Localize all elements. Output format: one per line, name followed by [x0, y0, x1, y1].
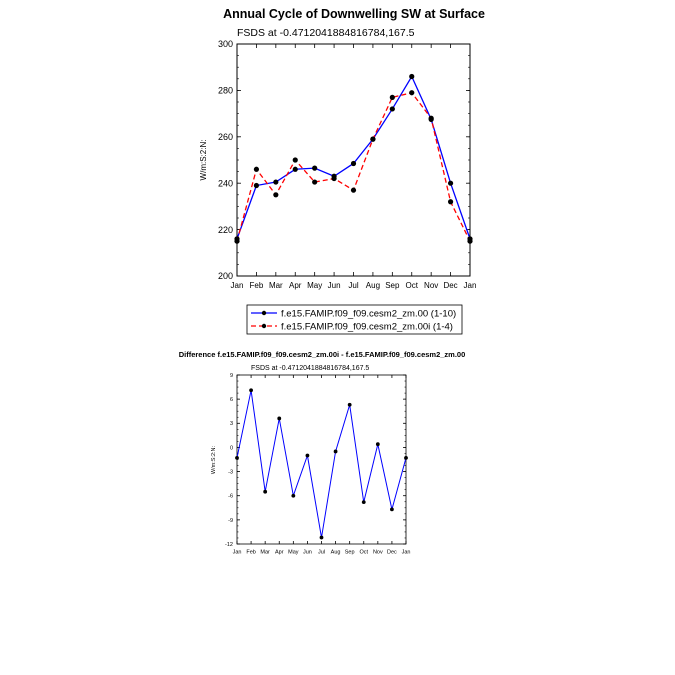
data-point-series-2 — [447, 199, 454, 205]
series-line-1 — [236, 75, 471, 240]
x-tick-label: Feb — [246, 550, 255, 556]
x-tick-label: Feb — [250, 281, 264, 290]
x-tick-label: Jan — [233, 550, 242, 556]
x-tick-label: Jan — [402, 550, 411, 556]
y-tick-label: 200 — [218, 271, 233, 281]
difference-chart: Difference f.e15.FAMIP.f09_f09.cesm2_zm.… — [179, 350, 466, 556]
data-point-series-1 — [291, 493, 296, 498]
data-point-series-2 — [331, 175, 337, 182]
y-tick-label: 260 — [218, 132, 233, 142]
chart-subtitle: FSDS at -0.4712041884816784,167.5 — [237, 27, 415, 39]
x-tick-label: Oct — [406, 281, 419, 290]
data-point-series-1 — [404, 455, 408, 460]
x-tick-label: May — [288, 550, 299, 556]
x-tick-label: Oct — [359, 550, 368, 556]
legend-box — [246, 304, 463, 335]
data-point-series-1 — [249, 388, 253, 393]
y-tick-label: 220 — [218, 225, 233, 235]
legend-marker-series-1 — [261, 310, 267, 316]
data-point-series-1 — [389, 106, 395, 112]
series-lines — [235, 388, 408, 540]
x-tick-label: Nov — [373, 550, 383, 556]
legend-marker-series-2 — [261, 323, 267, 329]
data-point-series-2 — [292, 157, 298, 163]
data-point-series-1 — [350, 160, 357, 167]
x-tick-label: Nov — [424, 281, 438, 290]
legend: f.e15.FAMIP.f09_f09.cesm2_zm.00 (1-10) f… — [246, 304, 463, 335]
chart-subtitle: FSDS at -0.4712041884816784,167.5 — [251, 365, 369, 372]
x-tick-label: Aug — [366, 281, 380, 290]
x-tick-label: Apr — [275, 550, 284, 556]
x-tick-label: Mar — [269, 281, 283, 290]
x-tick-label: Sep — [345, 550, 355, 556]
y-tick-label: 3 — [230, 421, 233, 427]
x-tick-label: Jun — [303, 550, 312, 556]
x-tick-label: Jul — [318, 550, 325, 556]
y-tick-label: 280 — [218, 86, 233, 96]
data-point-series-1 — [312, 165, 318, 171]
data-point-series-1 — [361, 500, 366, 505]
data-point-series-1 — [319, 535, 324, 540]
data-point-series-1 — [333, 449, 338, 454]
x-tick-label: Sep — [385, 281, 400, 290]
data-point-series-2 — [409, 90, 415, 96]
legend-label-series-2: f.e15.FAMIP.f09_f09.cesm2_zm.00i (1-4) — [281, 322, 453, 333]
data-point-series-2 — [370, 136, 376, 142]
chart-title: Difference f.e15.FAMIP.f09_f09.cesm2_zm.… — [179, 350, 466, 359]
series-lines — [234, 73, 473, 244]
y-tick-label: 6 — [230, 397, 233, 403]
data-point-series-2 — [467, 238, 473, 244]
y-tick-label: -9 — [228, 518, 233, 524]
data-point-series-2 — [234, 238, 240, 244]
y-tick-label: 300 — [218, 39, 233, 49]
x-tick-label: Aug — [331, 550, 341, 556]
y-tick-label: -3 — [228, 469, 233, 475]
data-point-series-1 — [235, 455, 239, 460]
data-point-series-1 — [375, 442, 380, 447]
plot-frame — [236, 43, 471, 277]
axis-ticks: Jan Feb Mar Apr May Jun Jul Aug Sep Oct Nov Dec Jan2… — [218, 39, 476, 290]
data-point-series-2 — [350, 187, 357, 193]
x-tick-label: May — [307, 281, 322, 290]
y-axis-label: W/m:S:2:N: — [211, 445, 217, 474]
data-point-series-1 — [409, 73, 415, 80]
data-point-series-2 — [389, 94, 395, 100]
x-tick-label: Jun — [328, 281, 341, 290]
x-tick-label: Jan — [464, 281, 477, 290]
data-point-series-1 — [305, 453, 310, 458]
x-tick-label: Mar — [260, 550, 270, 556]
data-point-series-1 — [277, 416, 282, 421]
data-point-series-1 — [347, 402, 352, 407]
data-point-series-1 — [390, 507, 394, 512]
data-point-series-2 — [428, 115, 434, 121]
x-tick-label: Dec — [443, 281, 457, 290]
data-point-series-1 — [253, 182, 260, 189]
data-point-series-1 — [263, 489, 268, 494]
data-point-series-2 — [273, 192, 279, 198]
y-axis-label: W/m:S:2:N: — [199, 140, 208, 181]
x-tick-label: Apr — [289, 281, 302, 290]
x-tick-label: Jan — [231, 281, 244, 290]
axis-ticks: Jan Feb Mar Apr May Jun Jul Aug Sep Oct Nov Dec Jan-… — [225, 373, 410, 556]
data-point-series-1 — [273, 179, 279, 185]
y-tick-label: -12 — [225, 542, 233, 548]
y-tick-label: 240 — [218, 178, 233, 188]
y-tick-label: 9 — [230, 373, 233, 379]
x-tick-label: Jul — [348, 281, 358, 290]
y-tick-label: -6 — [228, 494, 233, 500]
series-line-2 — [236, 91, 471, 242]
data-point-series-2 — [253, 166, 260, 172]
series-line-1 — [236, 390, 407, 538]
y-tick-label: 0 — [230, 445, 233, 451]
data-point-series-1 — [447, 180, 454, 186]
data-point-series-1 — [292, 166, 298, 172]
data-point-series-2 — [312, 179, 318, 185]
chart-title: Annual Cycle of Downwelling SW at Surfac… — [223, 7, 485, 21]
x-tick-label: Dec — [387, 550, 397, 556]
annual-cycle-chart: Annual Cycle of Downwelling SW at Surfac… — [199, 7, 485, 335]
legend-label-series-1: f.e15.FAMIP.f09_f09.cesm2_zm.00 (1-10) — [281, 309, 456, 320]
